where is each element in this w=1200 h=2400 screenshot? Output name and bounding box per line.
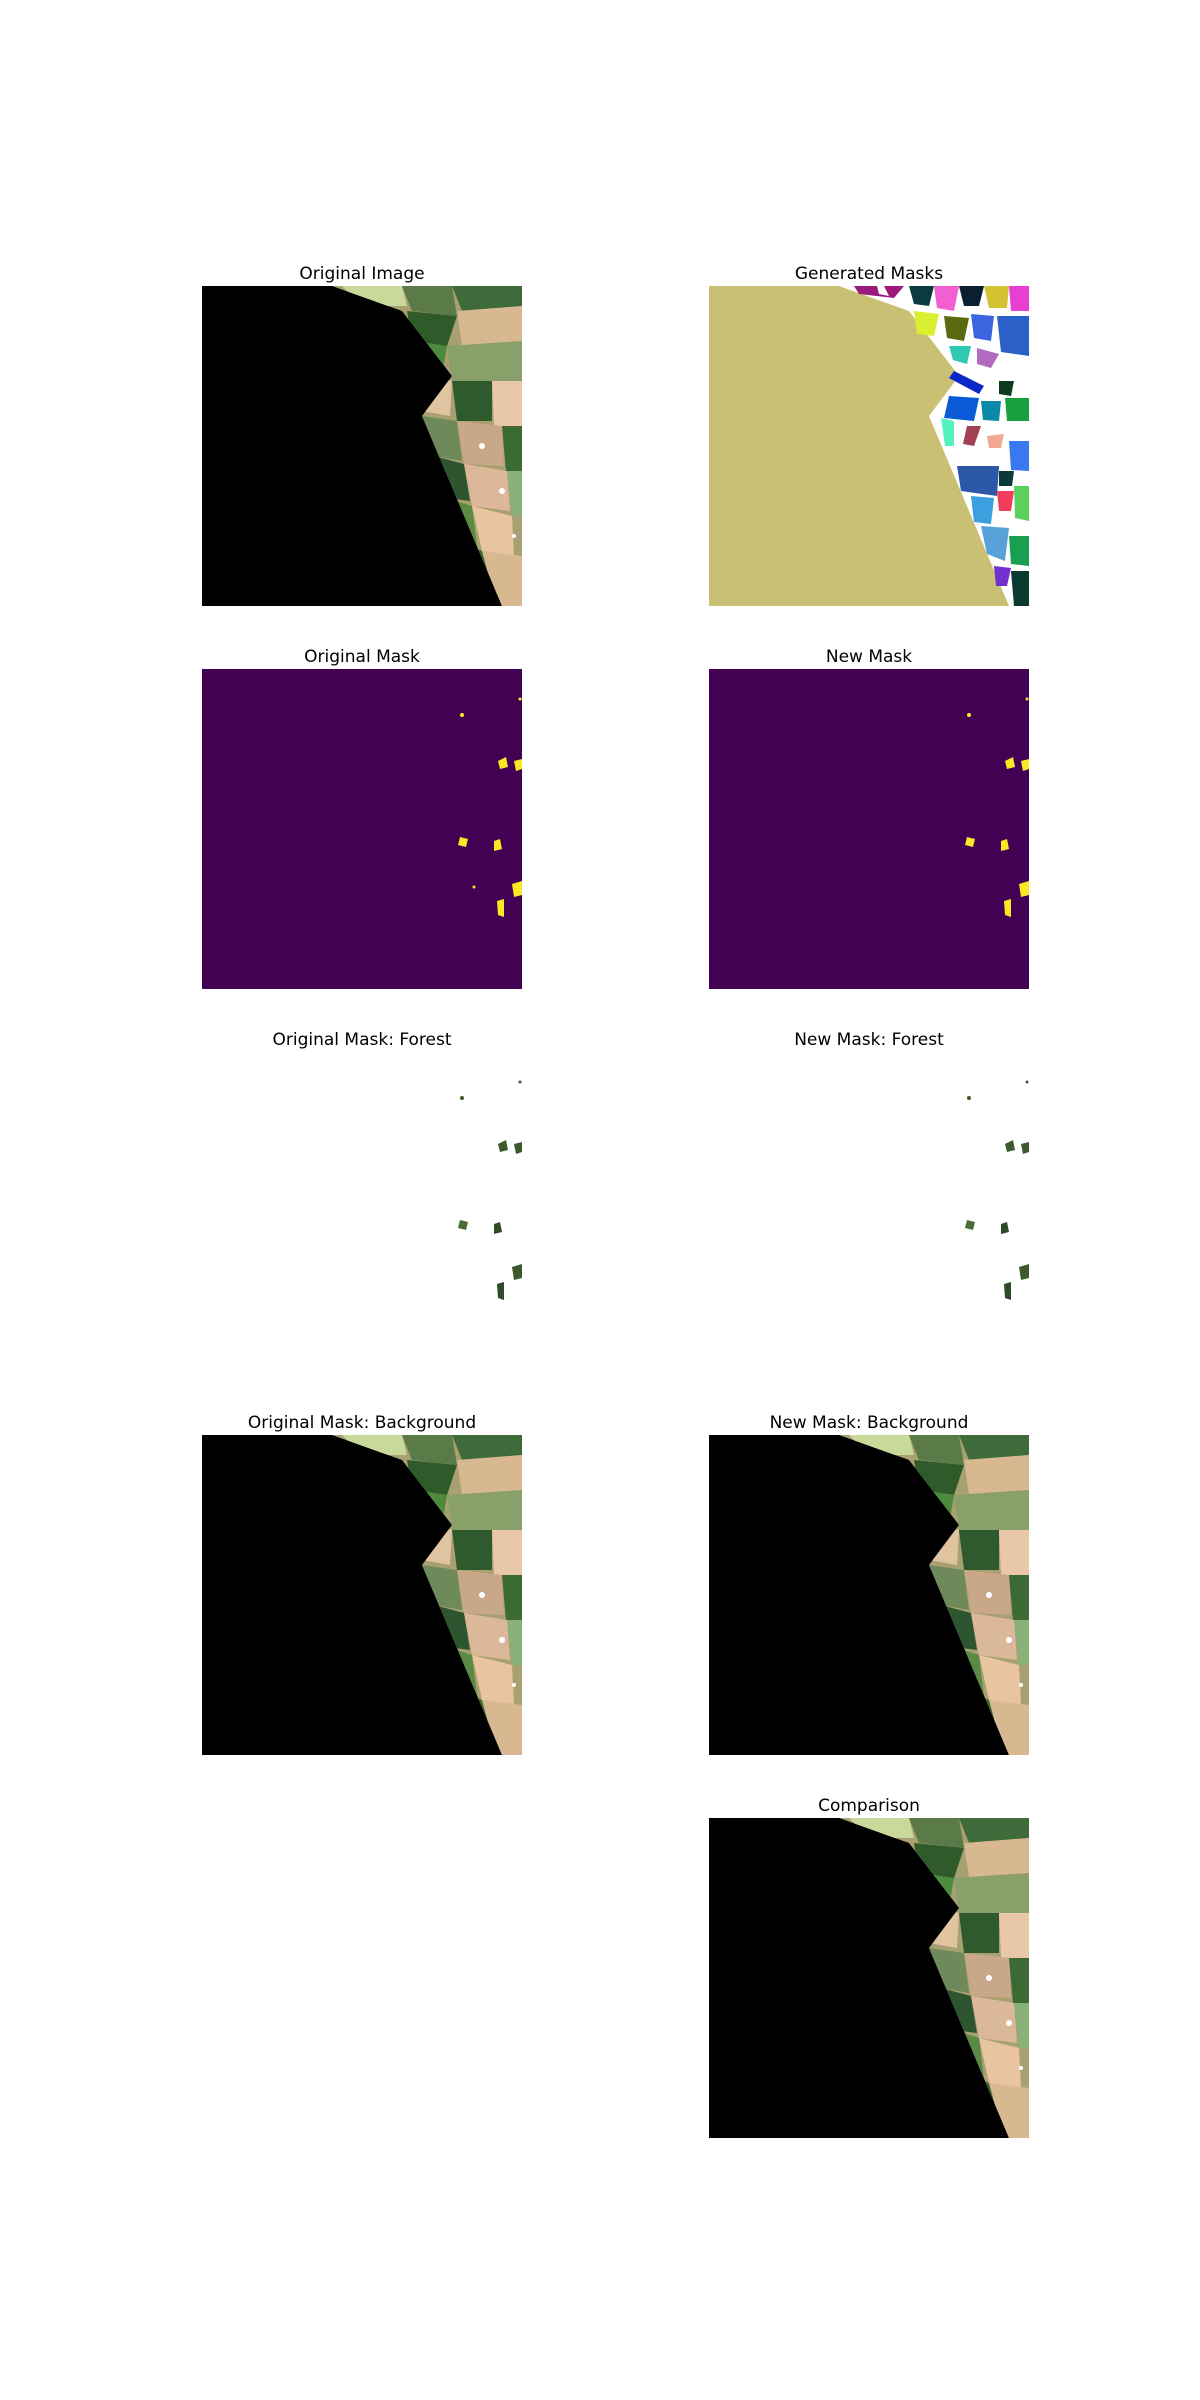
panel-title: New Mask: Forest — [794, 1030, 944, 1050]
panel-title: Original Mask: Forest — [272, 1030, 452, 1050]
panel-title: New Mask — [825, 647, 913, 667]
panel-title: Original Mask: Background — [247, 1413, 477, 1433]
original-mask-background-image — [202, 1435, 522, 1755]
panel-title: Comparison — [818, 1796, 920, 1816]
panel-title: Original Image — [299, 264, 425, 284]
panel-title: Generated Masks — [794, 264, 944, 284]
new-mask-image — [709, 669, 1029, 989]
original-mask-image — [202, 669, 522, 989]
panel-title: New Mask: Background — [769, 1413, 969, 1433]
new-mask-background-image — [709, 1435, 1029, 1755]
panel-title: Original Mask — [304, 647, 420, 667]
comparison-image — [709, 1818, 1029, 2138]
generated-masks-image — [709, 286, 1029, 606]
original-mask-forest-image — [202, 1052, 522, 1372]
new-mask-forest-image — [709, 1052, 1029, 1372]
original-image — [202, 286, 522, 606]
